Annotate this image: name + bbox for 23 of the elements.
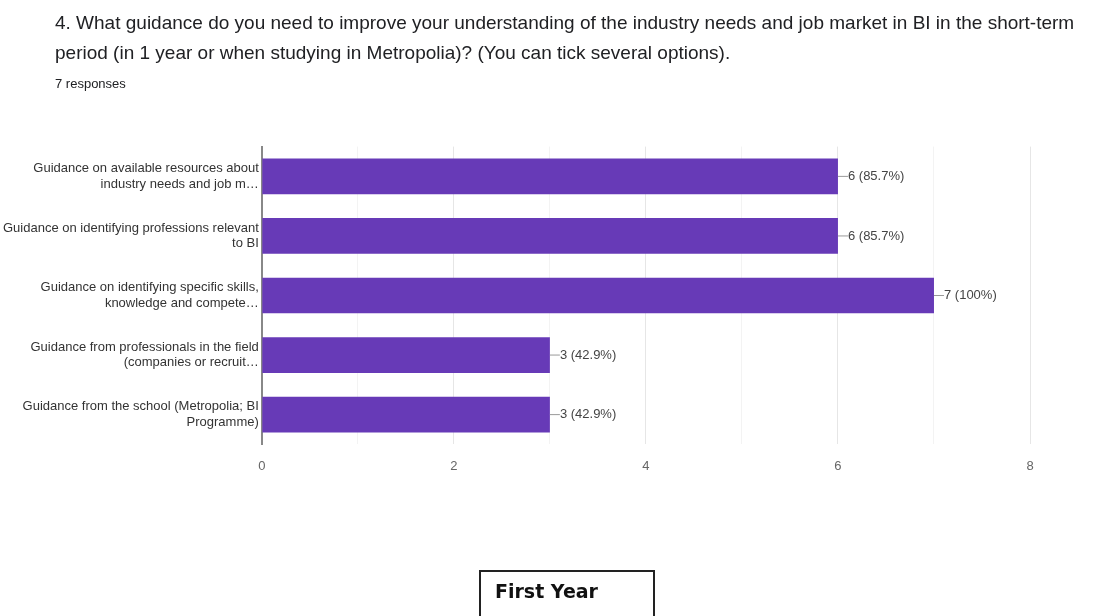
y-tick-label: Guidance on identifying professions relevant to BI xyxy=(3,219,260,251)
data-label: 3 (42.9%) xyxy=(559,406,617,422)
bar xyxy=(262,396,550,433)
y-tick-label: Guidance from the school (Metropolia; BI Programme) xyxy=(22,398,259,429)
x-tick-label: 8 xyxy=(1026,457,1034,473)
y-tick-label: Guidance on available resources about industry needs and job m… xyxy=(33,160,260,191)
x-tick-label: 0 xyxy=(258,457,266,473)
data-label: 3 (42.9%) xyxy=(559,346,617,362)
data-label: 6 (85.7%) xyxy=(847,167,905,183)
x-tick-label: 4 xyxy=(642,457,650,473)
data-label: 7 (100%) xyxy=(943,287,997,303)
y-tick-label: Guidance on identifying specific skills, knowledge and compete… xyxy=(40,279,259,310)
data-label: 6 (85.7%) xyxy=(847,227,905,243)
bar xyxy=(262,277,934,314)
text: First Year xyxy=(479,570,655,616)
text: 7 responses xyxy=(55,76,126,91)
x-tick-label: 2 xyxy=(450,457,458,473)
bar xyxy=(262,158,838,195)
x-tick-label: 6 xyxy=(834,457,842,473)
y-tick-label: Guidance from professionals in the field (companies or recruit… xyxy=(30,338,259,370)
chart-title: 4. What guidance do you need to improve your understanding of the industry needs and job market in BI in the short-term period (in 1 year or when studying in Metropolia)? (You can tick several options). xyxy=(55,11,1076,65)
bar xyxy=(262,337,550,373)
bar xyxy=(262,218,838,254)
